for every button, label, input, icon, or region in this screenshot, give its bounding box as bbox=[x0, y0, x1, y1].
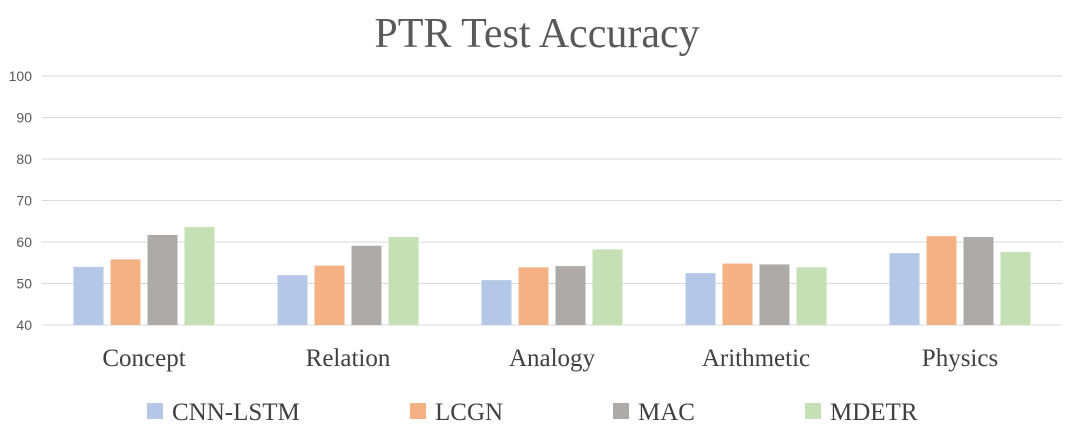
x-tick-label: Physics bbox=[922, 345, 998, 372]
chart-title: PTR Test Accuracy bbox=[374, 11, 699, 57]
y-tick-label: 40 bbox=[16, 317, 32, 333]
bar-cnn-lstm-concept bbox=[73, 266, 104, 325]
bar-lcgn-concept bbox=[110, 259, 141, 325]
bar-mac-physics bbox=[963, 237, 994, 325]
bar-mdetr-concept bbox=[184, 227, 215, 325]
y-tick-label: 60 bbox=[16, 234, 32, 250]
y-tick-label: 80 bbox=[16, 151, 32, 167]
x-tick-label: Analogy bbox=[509, 345, 596, 372]
y-tick-label: 90 bbox=[16, 110, 32, 126]
legend-label-lcgn: LCGN bbox=[435, 399, 503, 426]
legend-swatch-lcgn bbox=[410, 403, 426, 419]
bar-mac-concept bbox=[147, 234, 178, 325]
bar-mac-analogy bbox=[555, 266, 586, 325]
bar-cnn-lstm-analogy bbox=[481, 280, 512, 325]
x-tick-label: Relation bbox=[306, 345, 391, 372]
bars bbox=[73, 227, 1031, 325]
y-tick-label: 50 bbox=[16, 276, 32, 292]
y-tick-label: 70 bbox=[16, 193, 32, 209]
bar-lcgn-arithmetic bbox=[722, 263, 753, 325]
bar-mdetr-relation bbox=[388, 237, 419, 325]
x-tick-label: Arithmetic bbox=[702, 345, 810, 372]
x-axis-ticks: Concept Relation Analogy Arithmetic Physics bbox=[102, 345, 998, 372]
bar-cnn-lstm-arithmetic bbox=[685, 273, 716, 325]
bar-lcgn-physics bbox=[926, 236, 957, 325]
legend-swatch-cnn-lstm bbox=[147, 403, 163, 419]
legend-label-mac: MAC bbox=[638, 399, 695, 426]
legend-label-mdetr: MDETR bbox=[830, 399, 918, 426]
bar-mdetr-physics bbox=[1000, 251, 1031, 325]
legend: CNN-LSTM LCGN MAC MDETR bbox=[147, 399, 918, 426]
legend-swatch-mac bbox=[613, 403, 629, 419]
bar-lcgn-relation bbox=[314, 265, 345, 325]
bar-lcgn-analogy bbox=[518, 267, 549, 325]
bar-cnn-lstm-physics bbox=[889, 253, 920, 325]
y-tick-label: 100 bbox=[9, 68, 33, 84]
legend-label-cnn-lstm: CNN-LSTM bbox=[172, 399, 300, 426]
bar-mac-arithmetic bbox=[759, 264, 790, 325]
x-tick-label: Concept bbox=[102, 345, 185, 372]
bar-mdetr-analogy bbox=[592, 249, 623, 325]
legend-swatch-mdetr bbox=[805, 403, 821, 419]
y-axis-ticks: 40 50 60 70 80 90 100 bbox=[9, 68, 33, 333]
bar-mac-relation bbox=[351, 245, 382, 325]
bar-cnn-lstm-relation bbox=[277, 275, 308, 325]
bar-mdetr-arithmetic bbox=[796, 267, 827, 325]
